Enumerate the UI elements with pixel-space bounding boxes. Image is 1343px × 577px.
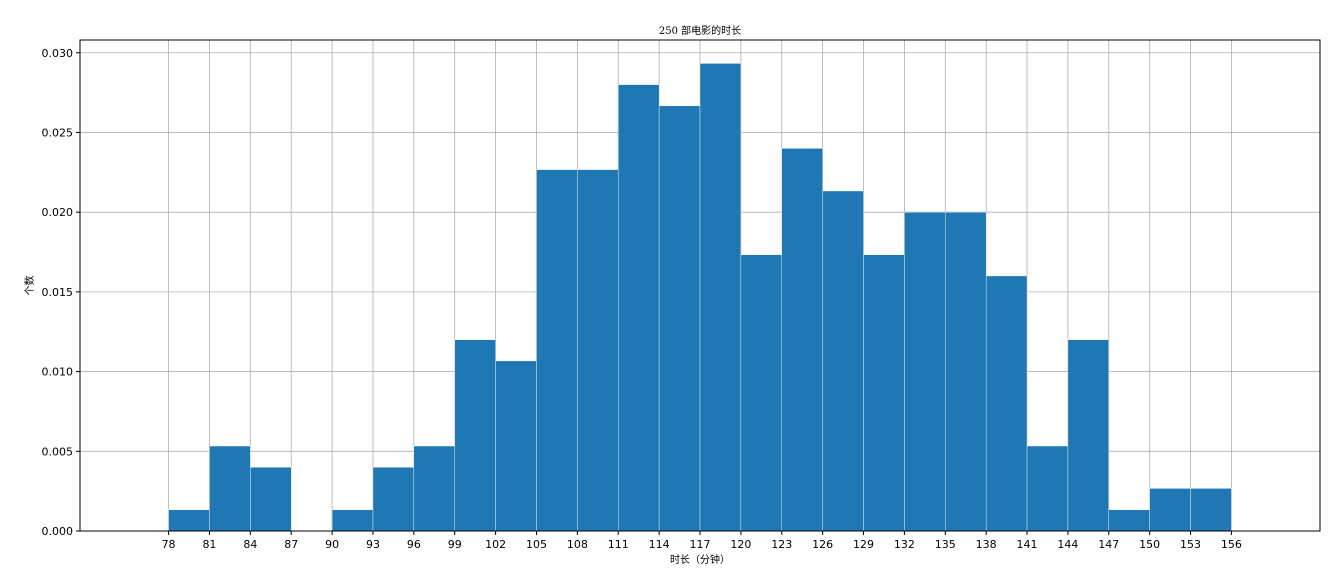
histogram-bar [454, 339, 496, 532]
histogram-bars [168, 63, 1232, 532]
x-tick-label: 114 [649, 538, 670, 551]
histogram-bar [1108, 509, 1150, 532]
histogram-bar [985, 275, 1028, 532]
x-tick-label: 87 [284, 538, 298, 551]
y-axis-ticks: 0.000 0.005 0.010 0.015 0.020 0.025 0.030 [42, 47, 80, 538]
histogram-bar [863, 254, 905, 532]
histogram-bar [822, 190, 864, 532]
x-tick-label: 93 [366, 538, 380, 551]
x-tick-label: 123 [771, 538, 792, 551]
histogram-bar [331, 509, 374, 532]
y-tick-label: 0.010 [42, 366, 74, 379]
x-tick-label: 129 [853, 538, 874, 551]
x-tick-label: 138 [976, 538, 997, 551]
histogram-bar [658, 105, 701, 532]
y-tick-label: 0.030 [42, 47, 74, 60]
x-tick-label: 111 [608, 538, 629, 551]
y-tick-label: 0.025 [42, 126, 74, 139]
y-tick-label: 0.000 [42, 525, 74, 538]
x-tick-label: 156 [1221, 538, 1242, 551]
x-tick-label: 108 [567, 538, 588, 551]
x-tick-label: 81 [202, 538, 216, 551]
x-tick-label: 144 [1057, 538, 1078, 551]
histogram-bar [372, 467, 415, 532]
x-tick-label: 120 [730, 538, 751, 551]
chart-title: 250 部电影的时长 [659, 24, 741, 37]
histogram-bar [1067, 339, 1109, 532]
x-tick-label: 99 [448, 538, 462, 551]
histogram-bar [945, 211, 987, 532]
histogram-bar [781, 148, 823, 532]
x-tick-label: 153 [1180, 538, 1201, 551]
histogram-bar [1190, 488, 1232, 532]
y-tick-label: 0.020 [42, 206, 74, 219]
x-tick-label: 105 [526, 538, 547, 551]
x-axis-title: 时长（分钟） [670, 553, 730, 566]
x-tick-label: 132 [894, 538, 915, 551]
x-tick-label: 150 [1139, 538, 1160, 551]
x-tick-label: 96 [407, 538, 421, 551]
x-tick-label: 90 [325, 538, 339, 551]
histogram-bar [250, 467, 292, 532]
histogram-bar [904, 211, 946, 532]
histogram-bar [168, 509, 210, 532]
histogram-bar [536, 169, 578, 532]
y-axis-title: 个数 [23, 276, 36, 296]
x-tick-label: 102 [485, 538, 506, 551]
histogram-bar [618, 84, 660, 532]
histogram-bar [699, 63, 742, 532]
histogram-bar [1149, 488, 1191, 532]
x-axis-ticks: 78 81 84 87 90 93 96 99 102 105 108 111 114 117 120 123… [162, 531, 1242, 551]
x-tick-label: 147 [1098, 538, 1119, 551]
x-tick-label: 135 [935, 538, 956, 551]
x-tick-label: 78 [162, 538, 176, 551]
x-tick-label: 141 [1017, 538, 1038, 551]
histogram-bar [577, 169, 619, 532]
histogram-bar [413, 445, 455, 532]
histogram-bar [495, 360, 537, 532]
x-tick-label: 126 [812, 538, 833, 551]
histogram-bar [740, 254, 782, 532]
y-tick-label: 0.005 [42, 445, 74, 458]
x-tick-label: 117 [690, 538, 711, 551]
histogram-bar [209, 445, 251, 532]
y-tick-label: 0.015 [42, 286, 74, 299]
histogram-bar [1026, 445, 1069, 532]
x-tick-label: 84 [243, 538, 257, 551]
